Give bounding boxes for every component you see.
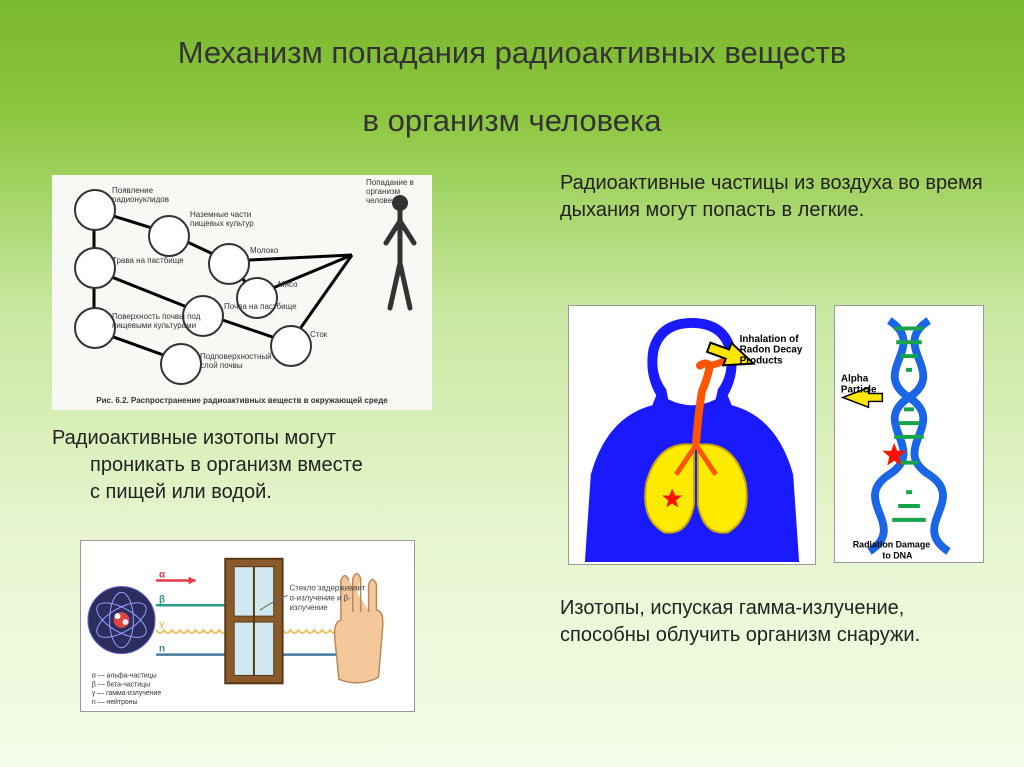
svg-text:n — нейтроны: n — нейтроны: [92, 698, 138, 706]
pathway-label: Появление радионуклидов: [112, 187, 202, 205]
title-line-2: в организм человека: [0, 96, 1024, 146]
pathway-label: Молоко: [250, 247, 340, 256]
caption-gamma: Изотопы, испуская гамма-излучение, спосо…: [560, 595, 980, 649]
penetration-diagram: αβγn Стекло задерживает α-излучение и β-…: [80, 540, 415, 712]
pathway-node: [236, 277, 278, 319]
svg-text:Radiation Damage to DN: Radiation Damage to DNA: [853, 540, 933, 561]
pathway-node: [148, 215, 190, 257]
svg-text:Alpha Particle: Alpha Particle: [841, 374, 877, 396]
pathway-node: [74, 307, 116, 349]
pathway-label: Трава на пастбище: [112, 257, 202, 266]
svg-text:α — альфа-частицы: α — альфа-частицы: [92, 673, 157, 680]
diagram-caption: Рис. 6.2. Распространение радиоактивных …: [92, 397, 392, 406]
pathway-node: [208, 243, 250, 285]
svg-text:α: α: [159, 570, 165, 581]
caption-food-water: Радиоактивные изотопы могут проникать в …: [52, 425, 452, 506]
pathway-node: [74, 247, 116, 289]
svg-text:β — бета-частицы: β — бета-частицы: [92, 680, 150, 688]
body-inhalation-diagram: Inhalation of Radon Decay Products: [568, 305, 816, 565]
dna-damage-diagram: Alpha Particle Radiation Damage to DNA: [834, 305, 984, 563]
pathway-label: Наземные части пищевых культур: [190, 211, 280, 229]
pathway-node: [160, 343, 202, 385]
svg-text:Inhalation of Radon De: Inhalation of Radon Decay Products: [740, 334, 806, 367]
pathway-label: Подповерхностный слой почвы: [200, 353, 290, 371]
pathways-diagram: Появление радионуклидов Наземные части пи…: [52, 175, 432, 410]
pathway-label: Мясо: [278, 281, 368, 290]
pathway-label: Сток: [310, 331, 400, 340]
pathway-node: [74, 189, 116, 231]
title-line-1: Механизм попадания радиоактивных веществ: [0, 28, 1024, 78]
svg-text:β: β: [159, 594, 165, 605]
caption-breathing: Радиоактивные частицы из воздуха во врем…: [560, 170, 985, 224]
pathway-label: Поверхность почвы под пищевыми культурам…: [112, 313, 202, 331]
svg-text:γ: γ: [159, 619, 165, 630]
human-label: Попадание в организм человека: [366, 179, 426, 205]
human-icon: [380, 193, 420, 313]
pathway-label: Почва на пастбище: [224, 303, 314, 312]
content-area: Радиоактивные частицы из воздуха во врем…: [0, 145, 1024, 765]
svg-text:γ — гамма-излучение: γ — гамма-излучение: [92, 690, 162, 697]
svg-text:n: n: [159, 644, 165, 655]
